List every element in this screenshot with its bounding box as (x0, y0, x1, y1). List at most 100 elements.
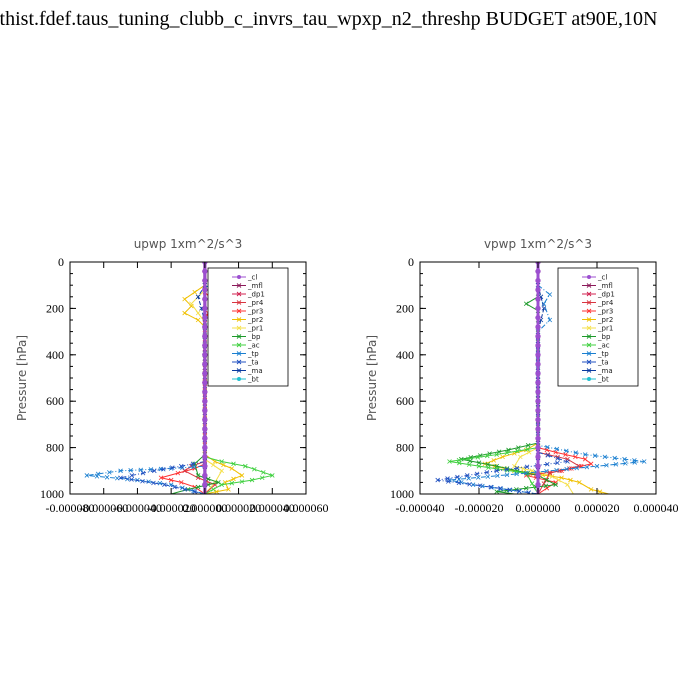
data-point (202, 472, 208, 479)
data-point (182, 468, 187, 474)
panel-title: vpwp 1xm^2/s^3 (484, 237, 592, 251)
legend-marker (587, 377, 591, 381)
data-point (543, 483, 549, 489)
data-point (523, 301, 529, 307)
x-tick-label: 0.000040 (250, 501, 295, 515)
data-point (584, 464, 590, 470)
data-point (211, 462, 216, 468)
legend-label: _ta (247, 359, 259, 367)
data-point (243, 463, 248, 469)
data-point (221, 462, 226, 468)
chart-panel-2: vpwp 1xm^2/s^3 Pressure [hPa] 0 200 400 600 80… (365, 237, 679, 515)
data-point (484, 453, 490, 459)
data-point (138, 467, 144, 473)
legend-marker (237, 377, 241, 381)
legend-item-bt: _bt (582, 376, 609, 384)
y-tick-label: 0 (58, 255, 64, 269)
data-point (162, 482, 167, 488)
legend-label: _bp (597, 333, 611, 341)
legend-marker (236, 325, 242, 331)
data-point (535, 324, 541, 330)
legend-label: _pr1 (247, 325, 263, 333)
data-point (553, 449, 558, 455)
legend-item-pr2: _pr2 (582, 316, 613, 324)
data-point (535, 463, 541, 469)
data-point (182, 296, 187, 302)
series-cl (535, 262, 541, 494)
data-point (202, 426, 208, 432)
data-point (547, 470, 553, 476)
y-axis-label: Pressure [hPa] (365, 335, 379, 421)
chart-panel-1: upwp 1xm^2/s^3 Pressure [hPa] 0 200 400 600 80… (15, 237, 329, 515)
y-tick-label: 400 (46, 348, 64, 362)
data-point (525, 447, 530, 452)
data-point (525, 470, 530, 476)
data-point (535, 296, 541, 302)
data-point (535, 277, 541, 284)
legend-label: _tp (597, 350, 609, 358)
data-point (202, 277, 208, 284)
series-line (449, 447, 539, 494)
data-point (455, 474, 460, 480)
y-tick-label: 800 (396, 441, 414, 455)
legend-label: _bt (247, 376, 259, 384)
data-point (107, 470, 112, 475)
data-point (146, 479, 151, 484)
data-point (594, 463, 600, 469)
data-point (565, 459, 570, 464)
data-point (178, 480, 184, 485)
data-point (182, 310, 187, 316)
data-point (573, 450, 579, 455)
legend-item-pr4: _pr4 (582, 299, 614, 307)
legend-item-dp1: _dp1 (582, 291, 615, 299)
legend-item-tp: _tp (232, 350, 259, 358)
data-point (494, 468, 499, 474)
legend-marker (236, 300, 242, 305)
data-point (219, 468, 224, 474)
data-point (504, 450, 510, 456)
legend-item-ma: _ma (582, 367, 613, 375)
data-point (485, 474, 491, 479)
data-point (535, 454, 541, 460)
data-point (523, 470, 529, 476)
legend: _cl_mfl_dp1_pr4_pr3_pr2_pr1_bp_ac_tp_ta_… (557, 267, 639, 387)
x-tick-label: -0.000040 (396, 501, 445, 515)
data-point (446, 479, 451, 484)
x-tick-label: 0.000040 (634, 501, 679, 515)
legend-label: _pr3 (247, 308, 263, 316)
x-tick-label: -0.000060 (79, 501, 128, 515)
data-point (270, 473, 275, 478)
data-point (195, 473, 201, 478)
legend-label: _mfl (597, 282, 613, 290)
data-point (544, 468, 549, 474)
legend-item-bp: _bp (582, 333, 611, 341)
data-point (544, 485, 550, 491)
legend-marker (586, 317, 592, 322)
data-point (195, 294, 201, 300)
data-point (495, 473, 500, 479)
data-point (457, 460, 462, 466)
data-point (456, 480, 462, 486)
data-point (535, 445, 541, 451)
data-point (535, 398, 541, 404)
data-point (535, 417, 541, 423)
data-point (226, 487, 231, 492)
data-point (535, 361, 541, 367)
data-point (565, 482, 570, 488)
data-point (475, 475, 481, 480)
data-point (523, 485, 529, 491)
data-point (474, 471, 480, 477)
data-point (169, 465, 175, 470)
data-point (231, 461, 236, 467)
data-point (202, 287, 208, 293)
data-point (459, 456, 464, 462)
data-point (202, 324, 208, 330)
data-point (202, 361, 208, 367)
legend-label: _mfl (247, 282, 263, 290)
data-point (555, 460, 560, 466)
legend-item-dp1: _dp1 (232, 291, 265, 299)
data-point (556, 477, 561, 483)
legend-label: _dp1 (247, 291, 265, 299)
data-point (588, 461, 594, 467)
data-point (189, 301, 194, 307)
